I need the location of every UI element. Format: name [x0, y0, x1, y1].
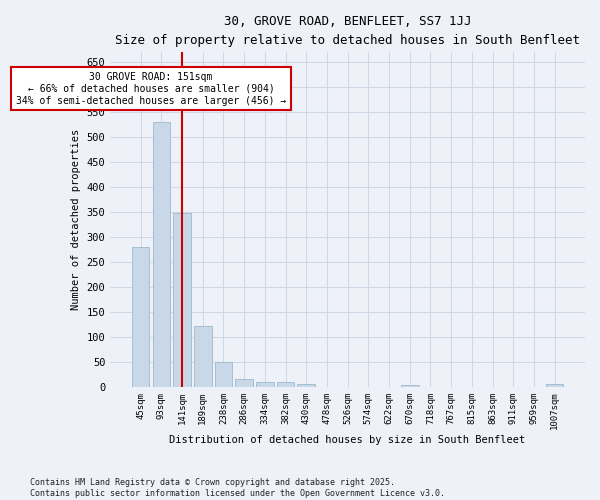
Bar: [215, 362, 232, 387]
X-axis label: Distribution of detached houses by size in South Benfleet: Distribution of detached houses by size …: [169, 435, 526, 445]
Bar: [298, 384, 315, 387]
Text: Contains HM Land Registry data © Crown copyright and database right 2025.
Contai: Contains HM Land Registry data © Crown c…: [30, 478, 445, 498]
Bar: [256, 382, 274, 387]
Title: 30, GROVE ROAD, BENFLEET, SS7 1JJ
Size of property relative to detached houses i: 30, GROVE ROAD, BENFLEET, SS7 1JJ Size o…: [115, 15, 580, 47]
Bar: [277, 382, 295, 387]
Bar: [235, 379, 253, 387]
Bar: [401, 385, 419, 387]
Text: 30 GROVE ROAD: 151sqm
← 66% of detached houses are smaller (904)
34% of semi-det: 30 GROVE ROAD: 151sqm ← 66% of detached …: [16, 72, 286, 106]
Bar: [152, 122, 170, 387]
Y-axis label: Number of detached properties: Number of detached properties: [71, 129, 81, 310]
Bar: [546, 384, 563, 387]
Bar: [132, 247, 149, 387]
Bar: [194, 326, 212, 387]
Bar: [173, 213, 191, 387]
